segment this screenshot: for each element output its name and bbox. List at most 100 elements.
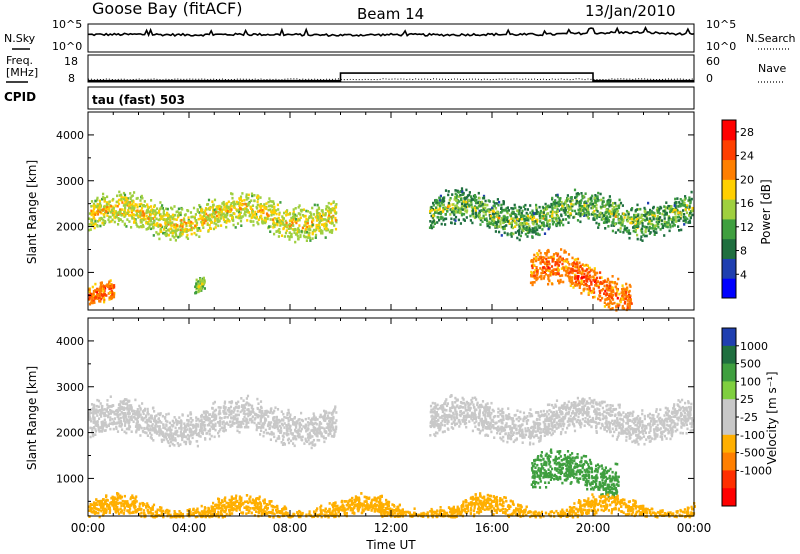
scatter-cell [545,215,548,219]
scatter-cell [272,432,275,436]
scatter-cell [170,423,173,427]
scatter-cell [448,204,451,208]
scatter-cell [605,303,608,306]
scatter-cell [168,428,171,432]
scatter-cell [563,251,566,254]
scatter-cell [609,198,612,202]
scatter-cell [482,196,485,200]
scatter-cell [262,434,265,438]
scatter-cell [190,226,193,229]
scatter-cell [173,236,176,239]
scatter-cell [685,204,689,207]
scatter-cell [218,211,221,214]
scatter-cell [179,419,183,422]
scatter-cell [683,201,686,205]
scatter-cell [551,258,554,261]
scatter-cell [315,422,318,426]
scatter-cell [110,285,113,288]
power-colorbar-tick-label: 16 [740,197,754,210]
scatter-cell [314,215,317,219]
scatter-cell [217,406,220,409]
scatter-cell [325,207,328,211]
scatter-cell [107,202,110,206]
scatter-cell [214,226,217,229]
scatter-cell [550,203,554,207]
scatter-cell [220,211,223,214]
scatter-cell [130,199,134,203]
scatter-cell [586,215,589,219]
scatter-cell [217,218,220,222]
scatter-cell [256,407,259,411]
scatter-cell [587,277,590,280]
scatter-cell [608,304,611,307]
scatter-cell [430,214,433,218]
scatter-cell [655,231,658,234]
scatter-cell [444,213,447,216]
scatter-cell [656,207,659,211]
scatter-cell [649,208,652,212]
scatter-cell [282,438,285,441]
scatter-cell [208,207,212,210]
scatter-cell [112,292,115,295]
scatter-cell [680,213,683,217]
scatter-cell [333,432,336,435]
scatter-cell [534,269,537,272]
scatter-cell [264,418,267,422]
scatter-cell [171,221,174,224]
scatter-cell [557,204,560,208]
scatter-cell [584,192,587,195]
scatter-cell [173,213,176,217]
scatter-cell [156,425,159,428]
scatter-cell [265,431,268,435]
scatter-cell [193,231,196,235]
scatter-cell [92,213,95,216]
scatter-cell [264,410,267,413]
scatter-cell [575,276,578,280]
scatter-cell [532,227,535,231]
scatter-cell [305,220,308,224]
scatter-cell [282,412,285,416]
scatter-cell [112,197,115,201]
scatter-cell [572,286,575,289]
scatter-cell [92,417,95,420]
scatter-cell [258,422,261,426]
scatter-cell [94,297,97,301]
scatter-cell [145,221,148,225]
scatter-cell [235,215,238,219]
scatter-cell [166,207,169,211]
scatter-cell [115,212,118,215]
scatter-cell [595,216,598,220]
scatter-cell [331,420,334,424]
scatter-cell [119,407,122,410]
scatter-cell [649,222,652,226]
scatter-cell [136,420,139,424]
scatter-cell [329,215,332,219]
scatter-cell [250,199,253,202]
scatter-cell [639,238,642,241]
scatter-cell [323,224,326,228]
scatter-cell [615,287,618,291]
scatter-cell [287,213,290,216]
scatter-cell [90,205,93,208]
scatter-cell [531,221,534,225]
scatter-cell [149,431,152,435]
scatter-cell [452,211,455,215]
scatter-cell [113,286,116,289]
scatter-cell [119,416,122,420]
scatter-cell [296,421,299,425]
scatter-cell [587,211,590,214]
scatter-cell [199,419,202,423]
scatter-cell [556,210,559,213]
scatter-cell [538,256,541,259]
scatter-cell [297,237,300,241]
scatter-cell [653,233,656,236]
scatter-cell [586,264,589,267]
scatter-cell [101,411,104,415]
scatter-cell [103,200,106,203]
scatter-cell [546,265,549,268]
scatter-cell [609,301,613,304]
scatter-cell [288,219,292,222]
scatter-cell [288,426,291,429]
scatter-cell [621,292,624,295]
scatter-cell [116,410,120,414]
